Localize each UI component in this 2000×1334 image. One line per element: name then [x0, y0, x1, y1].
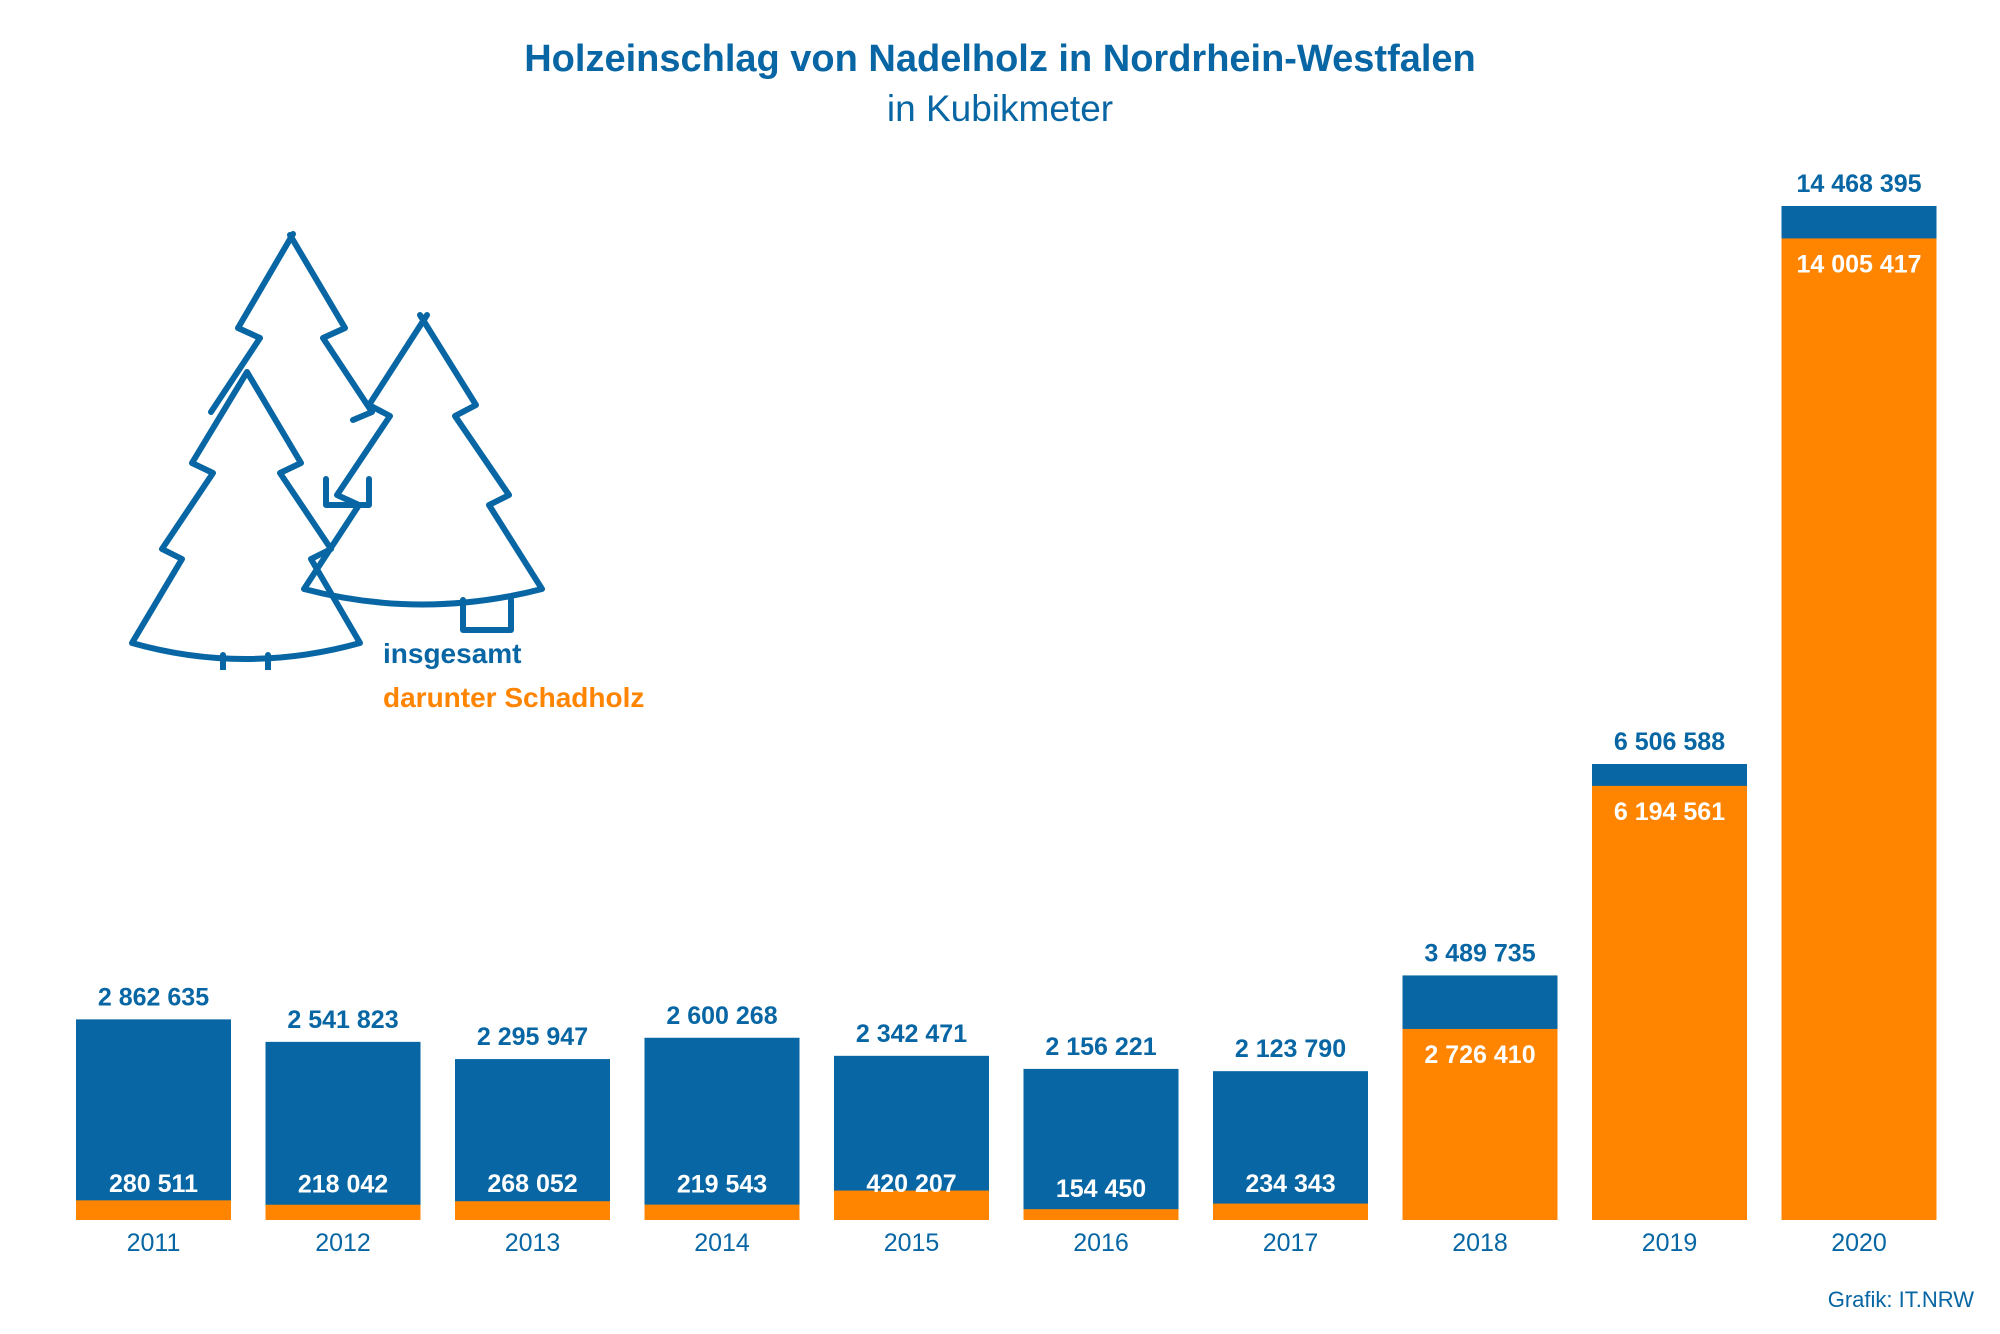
bar-insgesamt [1023, 1068, 1179, 1220]
data-label-schadholz: 268 052 [487, 1170, 577, 1198]
chart-subtitle: in Kubikmeter [886, 88, 1114, 129]
data-label-insgesamt: 3 489 735 [1424, 939, 1535, 967]
x-tick-label: 2012 [315, 1229, 371, 1257]
bar-schadholz [1402, 1028, 1558, 1220]
bar-insgesamt [76, 1019, 231, 1220]
bar-schadholz [455, 1201, 610, 1220]
bar-insgesamt [265, 1041, 421, 1220]
x-tick-label: 2011 [127, 1229, 181, 1257]
bar-schadholz [1023, 1209, 1179, 1220]
x-tick-label: 2020 [1831, 1229, 1887, 1257]
data-label-schadholz: 219 543 [677, 1171, 767, 1199]
x-tick-label: 2019 [1642, 1229, 1698, 1257]
x-tick-label: 2017 [1263, 1229, 1319, 1257]
bar-insgesamt [455, 1059, 610, 1220]
bar-schadholz [1592, 785, 1747, 1220]
bar-insgesamt [644, 1037, 800, 1220]
x-tick-label: 2016 [1073, 1229, 1129, 1257]
data-label-insgesamt: 2 342 471 [856, 1020, 967, 1048]
x-tick-label: 2014 [694, 1229, 750, 1257]
data-label-insgesamt: 2 156 221 [1045, 1033, 1156, 1061]
bar-schadholz [834, 1190, 989, 1220]
x-tick-label: 2018 [1452, 1229, 1508, 1257]
data-label-insgesamt: 6 506 588 [1614, 728, 1725, 756]
bar-schadholz [644, 1204, 800, 1220]
data-label-insgesamt: 2 600 268 [666, 1002, 777, 1030]
conifer-trees-icon [129, 231, 545, 670]
data-label-insgesamt: 2 541 823 [287, 1006, 398, 1034]
data-label-schadholz: 234 343 [1245, 1170, 1335, 1198]
data-label-schadholz: 154 450 [1056, 1175, 1146, 1203]
bar-schadholz [1781, 238, 1937, 1220]
data-label-schadholz: 420 207 [866, 1170, 956, 1198]
data-label-schadholz: 2 726 410 [1424, 1041, 1535, 1069]
source-credit: Grafik: IT.NRW [1827, 1287, 1974, 1312]
x-tick-label: 2013 [505, 1229, 561, 1257]
data-label-insgesamt: 2 295 947 [477, 1023, 588, 1051]
data-label-insgesamt: 2 862 635 [98, 983, 209, 1011]
data-label-insgesamt: 2 123 790 [1235, 1035, 1346, 1063]
x-tick-label: 2015 [884, 1229, 940, 1257]
bar-insgesamt [1213, 1071, 1368, 1220]
bar-schadholz [76, 1200, 231, 1220]
data-label-insgesamt: 14 468 395 [1796, 170, 1921, 198]
legend-item-insgesamt: insgesamt [383, 638, 522, 669]
data-label-schadholz: 14 005 417 [1796, 250, 1921, 278]
chart-title: Holzeinschlag von Nadelholz in Nordrhein… [524, 38, 1476, 80]
data-label-schadholz: 6 194 561 [1614, 798, 1725, 826]
legend: insgesamt darunter Schadholz [383, 632, 644, 720]
bar-schadholz [1213, 1203, 1368, 1220]
legend-item-schadholz: darunter Schadholz [383, 682, 645, 713]
data-label-schadholz: 280 511 [109, 1170, 198, 1198]
data-label-schadholz: 218 042 [298, 1171, 388, 1199]
bar-schadholz [265, 1204, 421, 1220]
